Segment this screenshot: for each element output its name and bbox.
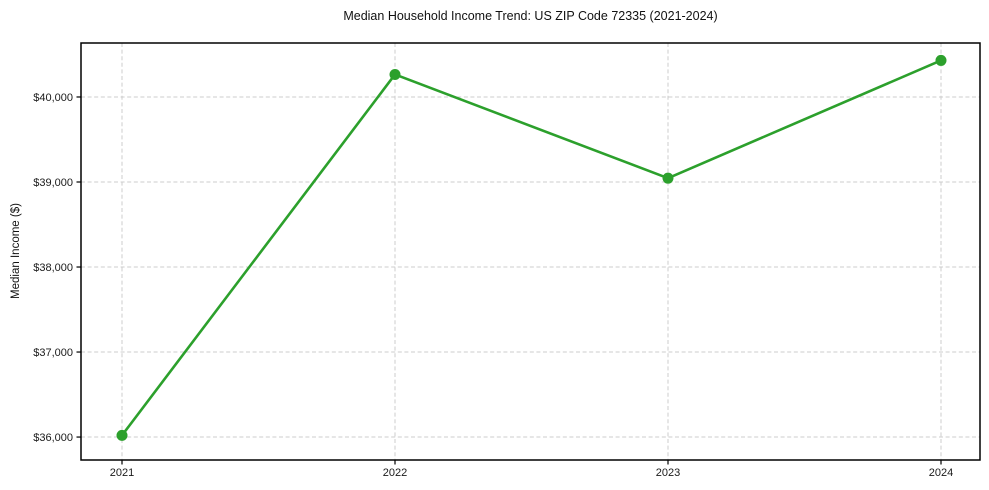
y-tick-label: $40,000 <box>33 92 73 104</box>
y-tick-label: $36,000 <box>33 432 73 444</box>
y-tick-label: $37,000 <box>33 347 73 359</box>
y-tick-label: $38,000 <box>33 262 73 274</box>
data-point <box>935 54 947 66</box>
data-point <box>662 172 674 184</box>
x-tick-label: 2022 <box>383 467 407 479</box>
y-tick-label: $39,000 <box>33 177 73 189</box>
chart-title: Median Household Income Trend: US ZIP Co… <box>343 9 718 23</box>
x-tick-label: 2023 <box>656 467 680 479</box>
data-point <box>116 429 128 441</box>
plot-border <box>80 42 981 461</box>
x-tick-label: 2024 <box>929 467 953 479</box>
trend-line <box>120 59 943 437</box>
x-tick-label: 2021 <box>110 467 134 479</box>
data-point <box>389 68 401 80</box>
